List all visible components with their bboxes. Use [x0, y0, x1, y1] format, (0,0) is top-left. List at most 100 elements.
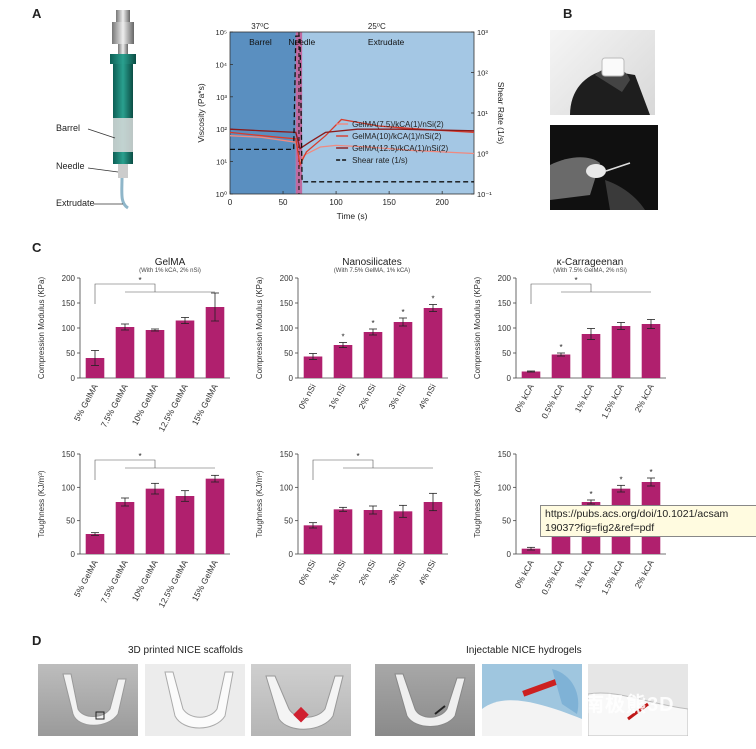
bar — [145, 330, 165, 378]
category-label: 2% kCA — [633, 558, 656, 590]
significance-star: * — [138, 276, 141, 285]
category-label: 4% nSi — [416, 558, 438, 587]
x-tick-label: 200 — [435, 198, 449, 207]
y-tick-label: 100 — [62, 324, 76, 333]
rheology-chart: 37⁰C 25⁰C Barrel Needle Extrudate 10⁰ 10¹ 10² 10… — [196, 22, 506, 221]
region-barrel: Barrel — [249, 37, 272, 47]
photo-hydrogel-extrude — [550, 125, 658, 210]
bar — [175, 496, 195, 554]
bar — [115, 502, 135, 554]
bar — [393, 322, 413, 378]
bar — [175, 320, 195, 378]
category-label: 0% kCA — [513, 382, 536, 414]
region-temp-37: 37⁰C — [251, 22, 269, 31]
significance-bracket — [312, 459, 374, 480]
bar — [145, 488, 165, 554]
significance-bracket — [94, 459, 156, 480]
y-tick-label: 150 — [62, 450, 76, 459]
bar — [85, 534, 105, 554]
bar — [303, 356, 323, 378]
category-label: 3% nSi — [386, 558, 408, 587]
y-tick-label: 50 — [502, 349, 511, 358]
y-axis-label: Toughness (KJ/m³) — [473, 470, 482, 537]
y-tick-label: 100 — [498, 483, 512, 492]
category-label: 12.5% GelMA — [156, 382, 190, 432]
bar — [205, 478, 225, 554]
significance-star: * — [371, 319, 374, 328]
extrudate-label: Extrudate — [56, 198, 95, 208]
y2-axis-label: Shear Rate (1/s) — [496, 82, 506, 145]
y2-tick-label: 10³ — [477, 28, 488, 37]
panel-label-a: A — [32, 6, 42, 21]
region-extrudate: Extrudate — [368, 37, 405, 47]
viscosity-series-line — [229, 135, 475, 164]
y-tick-label: 10⁴ — [215, 60, 227, 69]
y-tick-label: 200 — [62, 274, 76, 283]
watermark: 南极熊3D — [584, 694, 675, 716]
category-label: 1.5% kCA — [599, 382, 626, 420]
category-label: 2% nSi — [356, 382, 378, 411]
chart-title-nanosilicates: Nanosilicates — [342, 257, 402, 268]
y2-tick-label: 10² — [477, 69, 488, 78]
bar-chart-nsi-toughness: 0 50 100 150 Toughness (KJ/m³) 0% nSi 1% nSi 2%… — [255, 450, 448, 587]
x-tick-label: 150 — [382, 198, 396, 207]
category-label: 3% nSi — [386, 382, 408, 411]
significance-star: * — [574, 276, 577, 285]
significance-star: * — [138, 452, 141, 461]
photo-scaffold-2 — [145, 664, 245, 736]
barrel-region — [230, 32, 296, 194]
photo-scaffold-3 — [251, 664, 351, 736]
category-label: 10% GelMA — [130, 382, 160, 427]
x-tick-label: 50 — [279, 198, 288, 207]
category-label: 0% nSi — [296, 382, 318, 411]
significance-star: * — [649, 468, 652, 477]
bar — [611, 326, 631, 378]
region-temp-25: 25⁰C — [368, 22, 386, 31]
category-label: 1% kCA — [573, 382, 596, 414]
y-axis-label: Compression Modulus (KPa) — [255, 277, 264, 380]
shear-rate-line — [230, 35, 474, 183]
y-tick-label: 0 — [289, 550, 294, 559]
x-tick-label: 0 — [228, 198, 233, 207]
category-label: 15% GelMA — [190, 382, 220, 427]
y-axis-label: Viscosity (Pa*s) — [196, 83, 206, 143]
category-label: 5% GelMA — [72, 382, 100, 423]
y-tick-label: 150 — [280, 299, 294, 308]
y-axis-label: Compression Modulus (KPa) — [473, 277, 482, 380]
x-tick-label: 100 — [329, 198, 343, 207]
category-label: 0.5% kCA — [539, 558, 566, 596]
bar — [423, 502, 443, 554]
y-tick-label: 150 — [280, 450, 294, 459]
photo-scaffold-1 — [38, 664, 138, 736]
chart-title-gelma: GelMA — [154, 257, 186, 268]
region-needle: Needle — [288, 37, 315, 47]
y-tick-label: 150 — [498, 450, 512, 459]
y-tick-label: 100 — [62, 483, 76, 492]
bar — [423, 308, 443, 378]
y-tick-label: 0 — [71, 550, 76, 559]
bar-chart-nsi-modulus: 0 50 100 150 200 Compression Modulus (KPa) 0% … — [255, 274, 448, 411]
y-tick-label: 0 — [507, 550, 512, 559]
y2-tick-label: 10⁻¹ — [477, 190, 492, 199]
bar — [85, 358, 105, 378]
y2-tick-label: 10¹ — [477, 109, 488, 118]
bar — [521, 548, 541, 554]
photo-injectable-1 — [375, 664, 475, 736]
chart-title-carrageenan: κ-Carrageenan — [556, 257, 624, 268]
y-tick-label: 200 — [280, 274, 294, 283]
bar — [115, 327, 135, 378]
chart-subtitle-gelma: (With 1% kCA, 2% nSi) — [139, 268, 201, 274]
syringe-illustration — [87, 10, 136, 210]
category-label: 5% GelMA — [72, 558, 100, 599]
bar — [521, 371, 541, 378]
significance-bracket — [94, 283, 156, 304]
category-label: 0% kCA — [513, 558, 536, 590]
category-label: 7.5% GelMA — [99, 558, 130, 605]
category-label: 4% nSi — [416, 382, 438, 411]
y-tick-label: 0 — [71, 374, 76, 383]
legend-entry: GelMA(12.5)/kCA(1)/nSi(2) — [352, 144, 448, 153]
category-label: 1% kCA — [573, 558, 596, 590]
significance-star: * — [589, 490, 592, 499]
chart-subtitle-nanosilicates: (With 7.5% GelMA, 1% kCA) — [333, 268, 411, 274]
